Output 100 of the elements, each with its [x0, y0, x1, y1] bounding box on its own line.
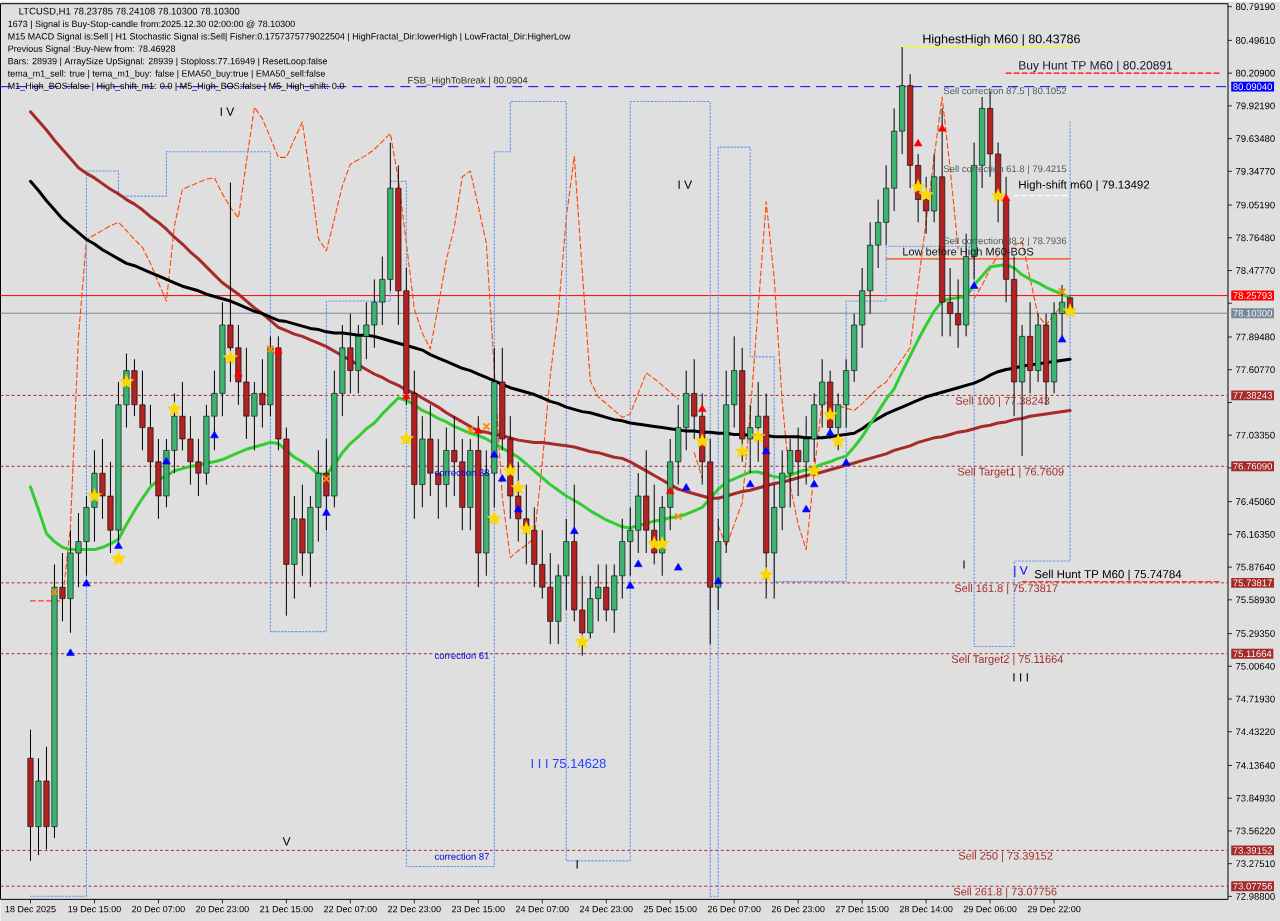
annotation: Previous Signal :Buy-New from: 78.46928 [8, 45, 176, 54]
candlestick [947, 267, 954, 337]
annotation: M15 MACD Signal is:Sell | H1 Stochastic Signal is:Sell| Fisher:0.1757375779022504 | HighFractal_Dir:lowerHigh | LowFractal_Dir:HigherLow [8, 32, 571, 42]
point [502, 462, 518, 478]
point [398, 431, 414, 446]
point [822, 407, 838, 422]
point [114, 541, 123, 549]
point [714, 576, 723, 584]
annotation: I [576, 860, 578, 869]
point [674, 562, 683, 571]
y-tick-label: 80.20900 [1235, 69, 1275, 77]
point [1057, 334, 1067, 343]
annotation: | V [1014, 565, 1028, 577]
point [990, 188, 1006, 203]
annotation: tema_m1_sell: true | tema_m1_buy: false | EMA50_buy:true | EMA50_sell:false [7, 69, 325, 79]
y-tick-label: 77.03350 [1236, 431, 1275, 439]
y-tick-label: 76.16350 [1236, 530, 1275, 538]
y-tick-label: 80.79190 [1235, 3, 1275, 10]
annotation: FSB_HighToBreak | 80.0904 [408, 76, 528, 86]
y-tick-label: 75.87640 [1236, 563, 1275, 571]
point [841, 457, 851, 466]
x-tick-label: 22 Dec 07:00 [324, 905, 377, 913]
y-tick-label: 79.05190 [1236, 201, 1275, 209]
point [50, 587, 59, 596]
annotation: Sell Target1 | 76.7609 [957, 467, 1064, 478]
point [274, 346, 283, 354]
point [119, 374, 134, 389]
x-tick-label: 23 Dec 15:00 [452, 905, 505, 913]
point [801, 504, 811, 513]
annotation: Sell Target2 | 75.11664 [951, 654, 1064, 666]
annotation: I V [678, 180, 693, 189]
point [825, 428, 835, 436]
x-tick-label: 19 Dec 15:00 [68, 905, 121, 913]
point [82, 578, 91, 587]
annotation: Buy Hunt TP M60 | 80.20891 [1019, 60, 1173, 72]
point [482, 422, 491, 431]
point [510, 480, 526, 495]
annotation: Sell Hunt TP M60 | 75.74784 [1034, 569, 1182, 581]
annotation: I V [220, 107, 235, 116]
point [1062, 303, 1078, 318]
chart-title: LTCUSD,H1 78.23785 78.24108 78.10300 78.10300 [19, 7, 240, 16]
point [910, 179, 926, 194]
annotation: correction 87 [434, 852, 489, 860]
y-tick-label: 75.29350 [1236, 630, 1275, 637]
x-tick-label: 28 Dec 14:00 [899, 905, 953, 913]
y-tick-label: 74.71930 [1236, 695, 1275, 703]
y-tick-label: 73.56220 [1236, 827, 1275, 835]
point [626, 581, 635, 589]
annotation: 1673 | Signal is Buy-Stop-candle from:2025.12.30 02:00:00 @ 78.10300 [8, 20, 295, 29]
candlestick [955, 278, 962, 349]
annotation: High-shift m60 | 79.13492 [1019, 180, 1150, 191]
point [937, 123, 947, 132]
annotation: Bars: 28939 | ArraySize UpSignal: 28939 | Stoploss:77.16949 | ResetLoop:false [8, 57, 328, 66]
y-tick-label: 76.45060 [1236, 498, 1275, 505]
point [514, 504, 523, 513]
point [490, 449, 499, 458]
point [518, 521, 534, 536]
x-tick-label: 25 Dec 15:00 [643, 905, 697, 913]
x-tick-label: 24 Dec 23:00 [579, 905, 633, 913]
annotation: I I I [1013, 673, 1028, 682]
point [758, 566, 774, 581]
annotation: correction 38 [434, 468, 489, 476]
point [486, 510, 502, 525]
annotation: I [963, 560, 965, 569]
point [698, 404, 707, 412]
ref-line-label: 80.09040 [1233, 83, 1273, 90]
point [210, 430, 219, 438]
point [574, 633, 590, 649]
y-tick-label: 78.47770 [1236, 266, 1275, 274]
point [809, 479, 819, 487]
point [162, 456, 171, 465]
point [87, 488, 102, 503]
point [167, 401, 182, 416]
annotation: V [282, 837, 291, 846]
y-tick-label: 78.76480 [1236, 234, 1275, 241]
ref-line-label: 75.73817 [1233, 579, 1272, 587]
annotation: correction 61 [434, 651, 489, 659]
point [762, 446, 771, 454]
x-tick-label: 26 Dec 23:00 [771, 905, 825, 913]
point [694, 433, 710, 448]
y-tick-label: 79.63480 [1236, 135, 1275, 142]
annotation: Sell 161.8 | 75.73817 [954, 583, 1058, 595]
annotation: Sell correction 87.5 | 80.1052 [943, 87, 1067, 96]
annotation: Sell 261.8 | 73.07756 [953, 887, 1057, 898]
point [66, 648, 75, 656]
point [918, 187, 934, 202]
y-tick-label: 75.00640 [1236, 662, 1275, 670]
ref-line-label: 78.25793 [1233, 292, 1272, 299]
x-tick-label: 18 Dec 2025 [5, 905, 56, 913]
y-tick-label: 75.58930 [1236, 596, 1275, 604]
point [498, 473, 507, 482]
point [682, 483, 691, 491]
y-tick-label: 73.84930 [1236, 794, 1275, 802]
y-tick-label: 80.49610 [1235, 36, 1275, 44]
point [402, 391, 411, 400]
x-tick-label: 29 Dec 06:00 [963, 905, 1017, 913]
y-tick-label: 77.89480 [1236, 333, 1275, 341]
point [913, 138, 923, 147]
y-tick-label: 72.98800 [1236, 892, 1275, 900]
point [746, 479, 755, 487]
